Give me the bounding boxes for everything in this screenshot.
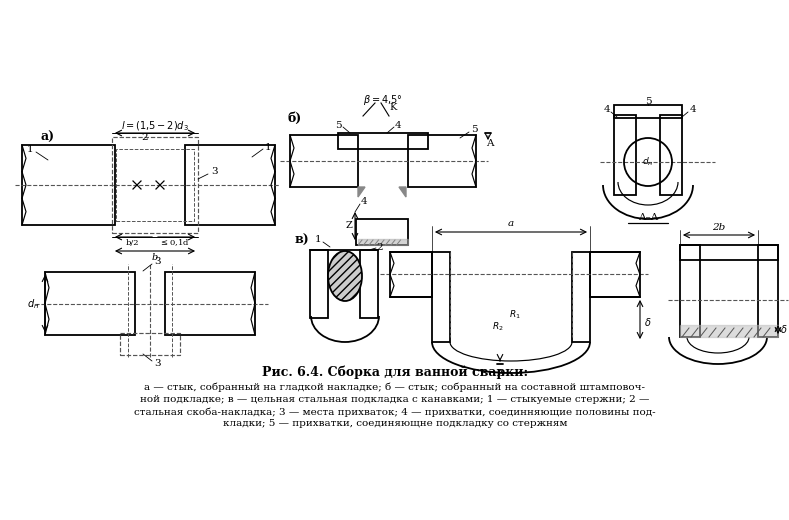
Text: 5: 5 (645, 98, 651, 107)
Text: ной подкладке; в — цельная стальная подкладка с канавками; 1 — стыкуемые стержни: ной подкладке; в — цельная стальная подк… (140, 396, 649, 405)
Text: 2: 2 (142, 133, 148, 141)
Bar (572, 252, 590, 342)
Text: 3: 3 (155, 257, 161, 266)
Bar (680, 245, 700, 337)
Text: 5: 5 (335, 121, 342, 129)
Polygon shape (358, 239, 408, 245)
Text: 1: 1 (315, 236, 321, 244)
Text: K: K (389, 103, 397, 112)
Bar (614, 115, 636, 195)
Bar (660, 115, 682, 195)
Bar (356, 219, 408, 245)
Text: в): в) (294, 233, 309, 246)
Bar (390, 252, 432, 297)
Text: Рис. 6.4. Сборка для ванной сварки:: Рис. 6.4. Сборка для ванной сварки: (262, 365, 528, 379)
Text: Z: Z (345, 220, 352, 229)
Bar (165, 272, 255, 335)
Bar (290, 135, 358, 187)
Bar (185, 145, 275, 225)
Text: A–A: A–A (638, 214, 658, 223)
Text: $R_2$: $R_2$ (492, 321, 504, 333)
Bar (112, 137, 198, 233)
Text: a: a (508, 219, 514, 228)
Text: $\beta=4{,}5°$: $\beta=4{,}5°$ (363, 93, 403, 107)
Text: $d_н$: $d_н$ (27, 297, 39, 311)
Bar (758, 245, 778, 337)
Bar (22, 145, 115, 225)
Text: $d_н$: $d_н$ (642, 156, 654, 168)
Text: b/2: b/2 (125, 239, 139, 247)
Bar (590, 252, 640, 297)
Text: а — стык, собранный на гладкой накладке; б — стык; собранный на составной штампо: а — стык, собранный на гладкой накладке;… (144, 382, 645, 392)
Bar (408, 135, 476, 187)
Text: $l=(1{,}5-2)d_3$: $l=(1{,}5-2)d_3$ (121, 119, 189, 133)
Text: $R_1$: $R_1$ (509, 309, 521, 321)
Ellipse shape (328, 251, 362, 301)
Bar (310, 250, 328, 318)
Text: а): а) (41, 131, 55, 144)
Text: кладки; 5 — прихватки, соединяющне подкладку со стержням: кладки; 5 — прихватки, соединяющне подкл… (222, 420, 567, 428)
Text: 4: 4 (604, 106, 611, 114)
Polygon shape (399, 187, 406, 197)
Text: $\delta$: $\delta$ (645, 316, 652, 328)
Text: 4: 4 (394, 121, 402, 129)
Text: 4: 4 (361, 198, 368, 206)
Text: $\delta$: $\delta$ (780, 323, 787, 335)
Bar (680, 245, 778, 260)
Text: 2b: 2b (712, 224, 726, 232)
Text: 3: 3 (155, 358, 161, 368)
Bar (45, 272, 135, 335)
Polygon shape (358, 187, 365, 197)
Text: 5: 5 (471, 125, 477, 135)
Bar (360, 250, 378, 318)
Bar (432, 252, 450, 342)
Text: b: b (151, 253, 158, 263)
Text: A: A (486, 138, 494, 148)
Bar (338, 133, 428, 149)
Text: 3: 3 (211, 167, 219, 176)
Text: $\leq$0,1d: $\leq$0,1d (159, 238, 189, 249)
Text: 1: 1 (264, 142, 271, 151)
Bar (614, 105, 682, 118)
Text: 1: 1 (27, 146, 33, 154)
Text: стальная скоба-накладка; 3 — места прихваток; 4 — прихватки, соединняющие полови: стальная скоба-накладка; 3 — места прихв… (134, 407, 656, 417)
Text: A: A (496, 370, 503, 379)
Bar (120, 333, 180, 355)
Bar (116, 149, 194, 221)
Polygon shape (680, 325, 778, 337)
Text: б): б) (288, 111, 302, 124)
Text: 4: 4 (690, 106, 697, 114)
Text: 2: 2 (376, 242, 383, 252)
